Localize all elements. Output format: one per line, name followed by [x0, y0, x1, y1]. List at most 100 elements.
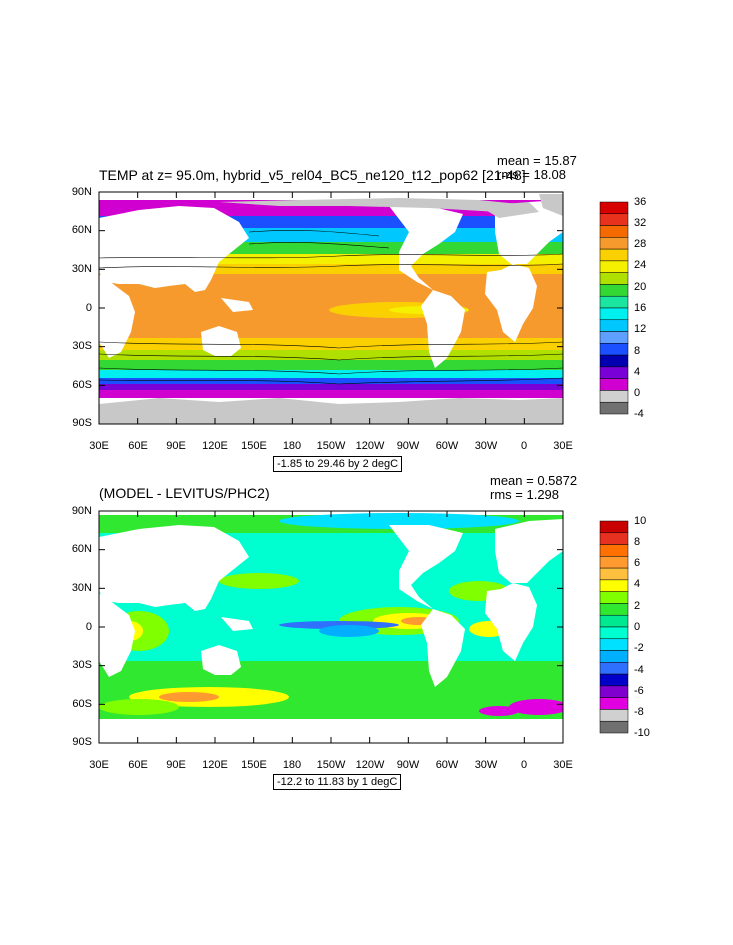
panel2-lon-tick: 60W	[435, 759, 459, 771]
colorbar-swatch	[599, 567, 629, 581]
panel1-lon-tick: 90E	[166, 440, 186, 452]
panel1-colorbar-label: 8	[634, 345, 641, 357]
colorbar-swatch	[599, 366, 629, 379]
panel2-colorbar-label: -6	[634, 685, 644, 697]
colorbar-swatch	[599, 284, 629, 297]
panel1-lon-tick: 120E	[202, 440, 228, 452]
panel1-mean: mean = 15.87	[497, 153, 577, 168]
colorbar-swatch	[599, 673, 629, 687]
panel2-colorbar-label: -10	[634, 727, 650, 739]
panel1-lat-tick: 60N	[71, 224, 92, 236]
panel2-lon-tick: 90E	[166, 759, 186, 771]
panel2-colorbar-label: 2	[634, 600, 641, 612]
panel1-colorbar-label: 16	[634, 302, 647, 314]
panel1-colorbar-label: 28	[634, 238, 647, 250]
colorbar-swatch	[599, 532, 629, 545]
panel2-lat-tick: 60S	[72, 698, 92, 710]
panel2-colorbar	[599, 520, 629, 734]
panel2-lat-tick: 30S	[72, 659, 92, 671]
panel2-lon-tick: 90W	[396, 759, 420, 771]
panel2-colorbar-label: 10	[634, 515, 647, 527]
colorbar-swatch	[599, 295, 629, 309]
colorbar-swatch	[599, 556, 629, 569]
panel1-lon-tick: 0	[520, 440, 528, 452]
panel2-lon-tick: 30W	[474, 759, 498, 771]
panel1-colorbar-label: 12	[634, 323, 647, 335]
panel2-mean: mean = 0.5872	[490, 473, 578, 488]
colorbar-swatch	[599, 603, 629, 616]
colorbar-swatch	[599, 591, 629, 604]
panel1-lat-tick: 60S	[72, 379, 92, 391]
colorbar-swatch	[599, 272, 629, 285]
colorbar-swatch	[599, 319, 629, 332]
panel2-colorbar-label: 6	[634, 557, 641, 569]
panel2-map	[98, 510, 564, 744]
panel1-colorbar-label: 0	[634, 387, 641, 399]
panel2-lon-tick: 60E	[128, 759, 148, 771]
panel2-lat-tick: 90S	[72, 736, 92, 748]
colorbar-swatch	[599, 213, 629, 226]
panel1-title: TEMP at z= 95.0m, hybrid_v5_rel04_BC5_ne…	[99, 167, 526, 183]
panel1-lon-tick: 180	[282, 440, 302, 452]
panel1-lat-tick: 30N	[71, 263, 92, 275]
colorbar-swatch	[599, 248, 629, 262]
panel2-lon-tick: 150W	[316, 759, 346, 771]
panel1-lat-tick: 30S	[72, 340, 92, 352]
panel1-lon-tick: 30E	[553, 440, 573, 452]
panel1-lon-tick: 60E	[128, 440, 148, 452]
colorbar-swatch	[599, 720, 629, 734]
colorbar-swatch	[599, 354, 629, 368]
colorbar-swatch	[599, 520, 629, 534]
panel1-lon-tick: 120W	[355, 440, 385, 452]
panel1-colorbar-label: 4	[634, 366, 641, 378]
panel1-rms: rms = 18.08	[497, 167, 567, 182]
colorbar-swatch	[599, 343, 629, 356]
panel1-range-label: -1.85 to 29.46 by 2 degC	[273, 456, 403, 472]
panel2-lon-tick: 120E	[202, 759, 228, 771]
colorbar-swatch	[599, 401, 629, 415]
panel1-colorbar-label: 24	[634, 259, 647, 271]
panel2-lon-tick: 0	[520, 759, 528, 771]
panel2-colorbar-label: -8	[634, 706, 644, 718]
panel2-lat-tick: 30N	[71, 582, 92, 594]
panel2-lat-tick: 60N	[71, 543, 92, 555]
panel1-lon-tick: 30E	[89, 440, 109, 452]
colorbar-swatch	[599, 662, 629, 675]
colorbar-swatch	[599, 225, 629, 238]
colorbar-swatch	[599, 709, 629, 722]
panel2-colorbar-label: 8	[634, 536, 641, 548]
colorbar-swatch	[599, 201, 629, 215]
panel2-range-label: -12.2 to 11.83 by 1 degC	[273, 774, 402, 790]
panel1-colorbar-label: 32	[634, 217, 647, 229]
colorbar-swatch	[599, 626, 629, 640]
panel2-lon-tick: 30E	[553, 759, 573, 771]
panel2-lon-tick: 150E	[241, 759, 267, 771]
colorbar-swatch	[599, 685, 629, 698]
panel2-colorbar-label: 4	[634, 578, 641, 590]
colorbar-swatch	[599, 579, 629, 592]
colorbar-swatch	[599, 237, 629, 250]
panel1-map	[98, 191, 564, 425]
colorbar-swatch	[599, 638, 629, 651]
colorbar-swatch	[599, 614, 629, 628]
panel2-colorbar-label: 0	[634, 621, 641, 633]
panel1-lat-tick: 90N	[71, 186, 92, 198]
panel2-lat-tick: 90N	[71, 505, 92, 517]
panel1-lon-tick: 60W	[435, 440, 459, 452]
colorbar-swatch	[599, 390, 629, 403]
panel2-colorbar-label: -2	[634, 642, 644, 654]
panel1-colorbar-label: -4	[634, 408, 644, 420]
panel2-colorbar-label: -4	[634, 664, 644, 676]
panel2-lon-tick: 30E	[89, 759, 109, 771]
panel1-colorbar	[599, 201, 629, 415]
colorbar-swatch	[599, 697, 629, 710]
colorbar-swatch	[599, 260, 629, 273]
panel1-colorbar-label: 36	[634, 196, 647, 208]
colorbar-swatch	[599, 307, 629, 321]
panel1-lat-tick: 90S	[72, 417, 92, 429]
colorbar-swatch	[599, 331, 629, 344]
panel1-colorbar-label: 20	[634, 281, 647, 293]
panel1-lon-tick: 150E	[241, 440, 267, 452]
panel2-title: (MODEL - LEVITUS/PHC2)	[99, 485, 270, 501]
panel2-lat-tick: 0	[85, 621, 92, 633]
